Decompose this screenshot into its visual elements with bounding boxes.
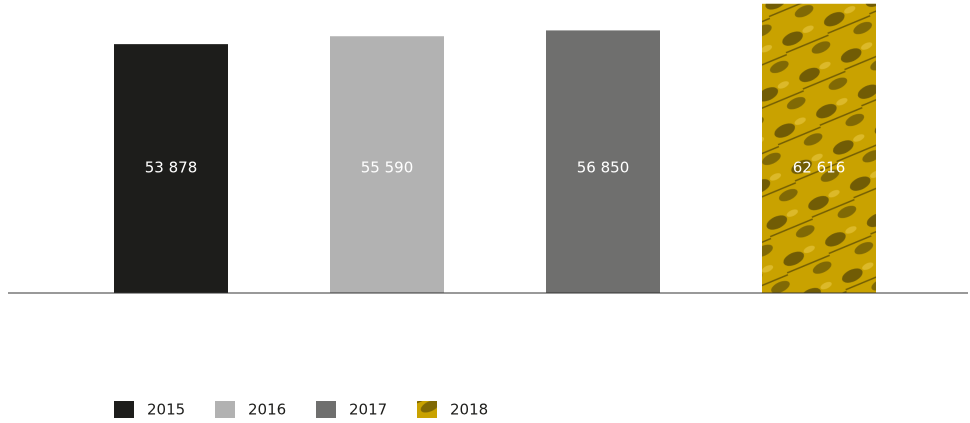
bars: 53 878 55 590 56 850 62 616	[114, 3, 876, 294]
legend-swatch	[316, 401, 336, 418]
bar	[546, 30, 660, 294]
value-label: 53 878	[145, 159, 198, 177]
legend-swatch-texture	[417, 401, 437, 418]
value-label: 55 590	[361, 159, 414, 177]
value-label: 62 616	[793, 159, 846, 177]
legend-swatch	[114, 401, 134, 418]
legend-label: 2015	[147, 401, 185, 419]
legend-label: 2016	[248, 401, 286, 419]
legend: 2015 2016 2017 2018	[114, 401, 488, 419]
bar	[330, 36, 444, 293]
legend-label: 2017	[349, 401, 387, 419]
legend-label: 2018	[450, 401, 488, 419]
legend-swatch	[215, 401, 235, 418]
bar	[114, 44, 228, 294]
bar-texture	[762, 3, 876, 294]
value-label: 56 850	[577, 159, 630, 177]
